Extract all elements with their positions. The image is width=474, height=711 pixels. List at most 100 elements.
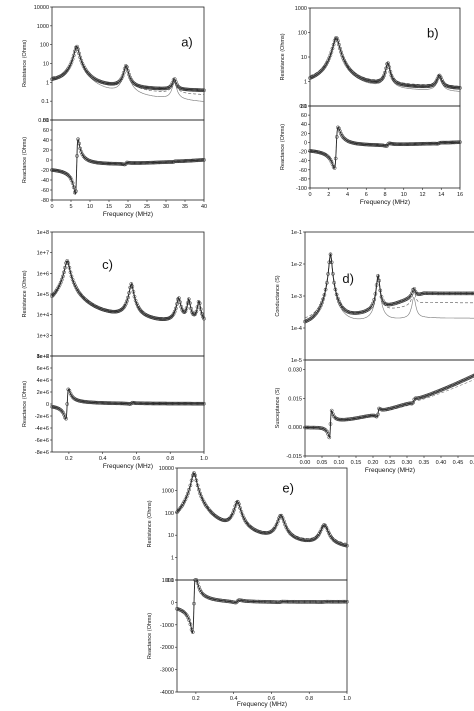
bottom-data-point — [304, 425, 309, 430]
top-data-point — [182, 310, 187, 315]
bottom-data-point — [300, 600, 304, 604]
y-tick-label: 0 — [46, 158, 49, 164]
bottom-data-point — [249, 599, 253, 604]
top-data-point — [379, 294, 384, 299]
top-data-point — [430, 291, 435, 296]
top-data-point — [357, 310, 362, 315]
top-data-point — [464, 291, 469, 296]
top-data-point — [462, 291, 466, 296]
top-data-point — [334, 292, 339, 297]
bottom-data-point — [323, 599, 327, 604]
bottom-data-point — [79, 150, 84, 154]
x-tick-label: 0.6 — [268, 696, 276, 702]
top-data-point — [74, 285, 78, 290]
top-data-point — [431, 82, 436, 87]
x-tick-label: 0.2 — [192, 696, 200, 702]
x-tick-label: 6 — [365, 192, 368, 198]
bottom-data-point — [473, 373, 474, 377]
y-tick-label: 100 — [165, 511, 174, 517]
top-data-point — [382, 300, 386, 305]
top-data-point — [321, 297, 326, 301]
bottom-data-point — [338, 417, 343, 422]
bottom-data-point — [70, 181, 75, 185]
bottom-data-point — [198, 588, 202, 592]
top-data-point — [128, 285, 133, 290]
top-data-point — [387, 65, 392, 70]
top-data-point — [457, 85, 461, 90]
top-data-point — [134, 301, 139, 306]
top-data-point — [56, 285, 61, 290]
top-data-point — [172, 309, 177, 314]
y-tick-label: 1e+5 — [37, 292, 49, 298]
x-tick-label: 0 — [50, 204, 53, 210]
top-data-point — [121, 70, 126, 75]
y-tick-label: -60 — [41, 188, 49, 194]
bottom-measured-line — [176, 579, 347, 634]
x-tick-label: 15 — [106, 204, 112, 210]
top-data-point — [459, 291, 464, 296]
top-data-point — [167, 85, 172, 90]
top-data-point — [329, 50, 334, 54]
top-data-point — [444, 291, 448, 296]
bottom-data-point — [307, 600, 312, 604]
top-data-point — [211, 512, 216, 517]
top-data-point — [433, 291, 437, 296]
bottom-data-point — [237, 598, 241, 602]
bottom-data-point — [268, 600, 273, 604]
top-data-point — [122, 304, 127, 308]
top-data-point — [269, 529, 274, 534]
bottom-data-point — [66, 387, 71, 392]
y-tick-label: 10 — [43, 62, 49, 68]
top-data-point — [454, 291, 459, 296]
bottom-data-point — [235, 599, 240, 603]
bottom-data-point — [330, 599, 335, 604]
top-data-point — [180, 504, 184, 508]
top-data-point — [248, 524, 252, 529]
y-tick-label: -40 — [299, 159, 307, 165]
bottom-data-point — [319, 600, 324, 604]
bottom-data-point — [333, 156, 338, 161]
bottom-data-point — [82, 155, 87, 160]
top-data-point — [65, 259, 70, 263]
bottom-data-point — [303, 600, 308, 604]
top-data-point — [428, 291, 432, 296]
bottom-data-point — [252, 599, 257, 604]
top-data-point — [468, 291, 472, 296]
top-data-point — [50, 294, 54, 299]
top-data-point — [119, 307, 124, 312]
top-data-point — [231, 511, 235, 515]
bottom-data-point — [326, 599, 331, 604]
top-data-point — [328, 252, 333, 257]
bottom-data-point — [227, 599, 232, 604]
bottom-data-point — [184, 613, 189, 618]
bottom-data-point — [199, 158, 204, 162]
top-data-point — [380, 298, 385, 303]
top-data-point — [91, 303, 96, 308]
top-data-point — [117, 79, 122, 84]
top-data-point — [453, 291, 458, 296]
top-data-point — [188, 301, 192, 305]
x-tick-label: 10 — [87, 204, 93, 210]
bottom-model-line — [176, 579, 347, 631]
bottom-measured-line — [52, 388, 204, 420]
top-data-point — [473, 291, 474, 295]
top-data-point — [125, 65, 129, 69]
top-data-point — [382, 73, 386, 78]
x-axis-label: Frequency (MHz) — [360, 199, 410, 206]
top-data-point — [68, 270, 73, 275]
bottom-data-point — [187, 618, 191, 622]
top-data-point — [288, 531, 292, 535]
top-data-point — [436, 291, 441, 296]
y-tick-label: 100 — [40, 43, 49, 49]
bottom-data-point — [189, 627, 194, 632]
top-data-point — [417, 292, 421, 297]
top-data-point — [126, 295, 130, 300]
top-data-point — [310, 315, 315, 320]
top-data-point — [386, 61, 391, 66]
bottom-data-point — [326, 155, 331, 159]
y-tick-label: 1e-4 — [291, 326, 302, 332]
top-measured-line — [176, 472, 348, 547]
top-data-point — [198, 307, 203, 312]
top-data-point — [64, 261, 68, 265]
